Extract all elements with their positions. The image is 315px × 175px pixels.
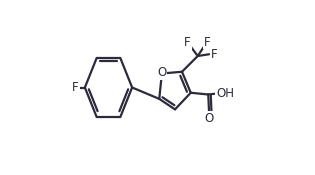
- Text: F: F: [204, 36, 211, 48]
- Text: O: O: [157, 66, 167, 79]
- Text: F: F: [211, 48, 218, 61]
- Text: OH: OH: [216, 87, 234, 100]
- Text: F: F: [184, 36, 191, 49]
- Text: F: F: [72, 81, 78, 94]
- Text: O: O: [204, 112, 214, 125]
